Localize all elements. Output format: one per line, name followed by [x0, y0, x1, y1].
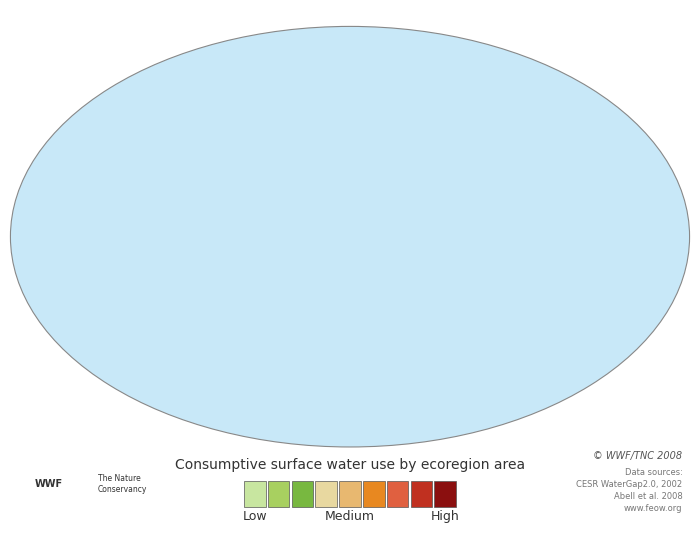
Text: www.feow.org: www.feow.org: [624, 504, 682, 513]
Text: Data sources:: Data sources:: [624, 468, 682, 477]
Ellipse shape: [10, 27, 690, 447]
Text: © WWF/TNC 2008: © WWF/TNC 2008: [594, 451, 682, 461]
Text: Consumptive surface water use by ecoregion area: Consumptive surface water use by ecoregi…: [175, 458, 525, 472]
Text: Low: Low: [242, 510, 267, 523]
Text: High: High: [430, 510, 460, 523]
Text: The Nature
Conservancy: The Nature Conservancy: [98, 474, 148, 494]
Text: CESR WaterGap2.0, 2002: CESR WaterGap2.0, 2002: [576, 480, 682, 489]
Text: WWF: WWF: [35, 479, 63, 489]
Text: Medium: Medium: [325, 510, 375, 523]
Text: Abell et al. 2008: Abell et al. 2008: [614, 492, 682, 501]
